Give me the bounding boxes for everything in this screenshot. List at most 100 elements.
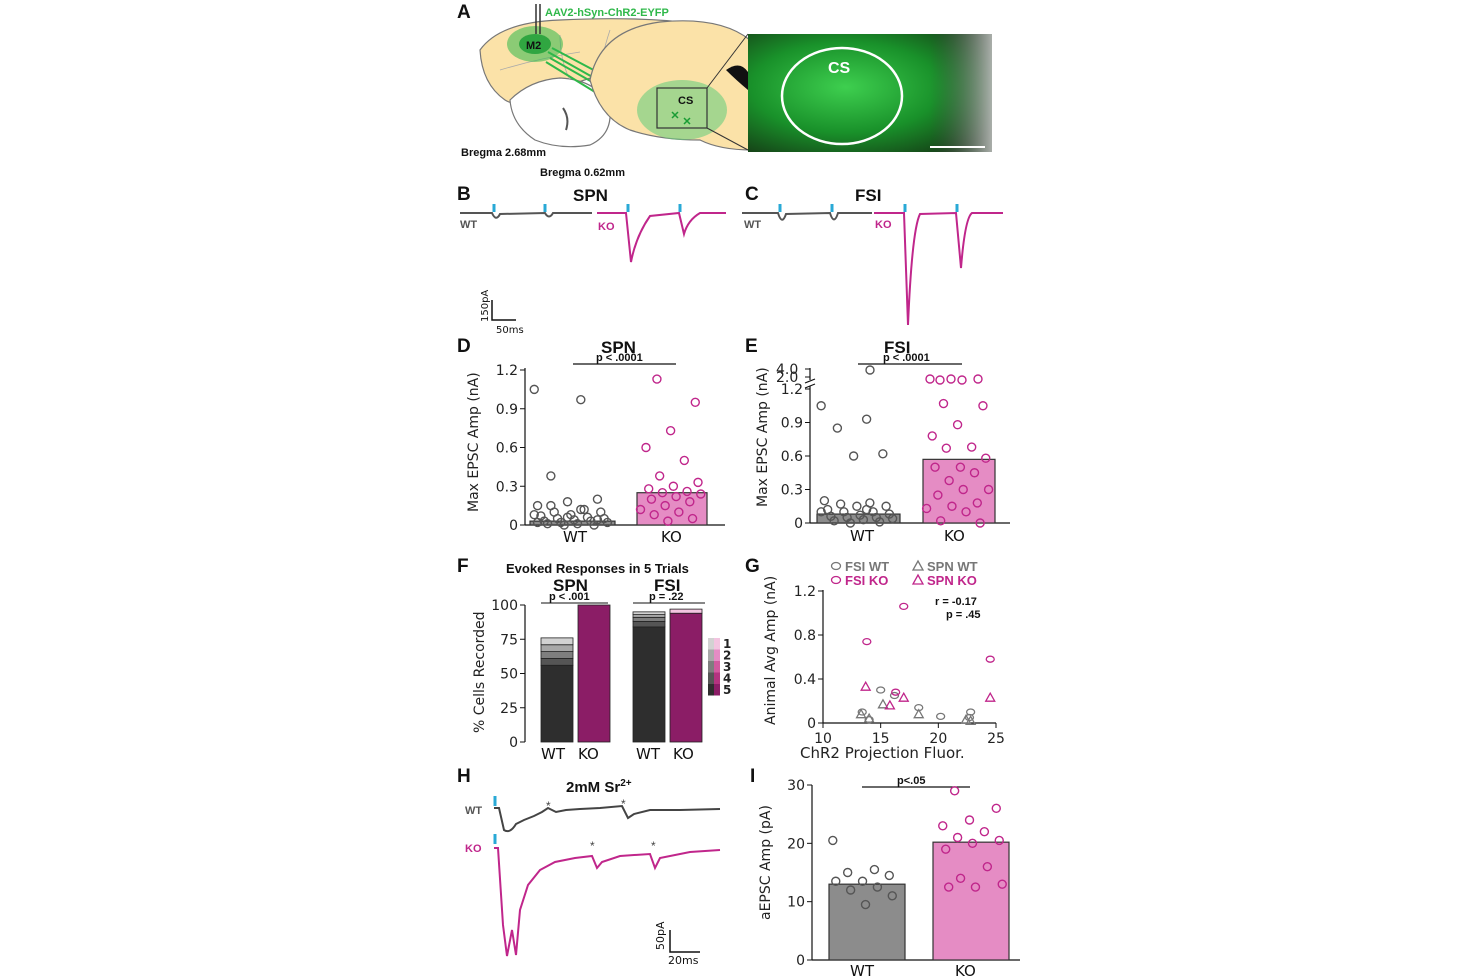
data-point-wt (831, 876, 841, 886)
data-point-ko (943, 882, 954, 892)
data-point-wt (861, 414, 872, 424)
data-point-wt (848, 451, 859, 461)
trace-label-ko-c: KO (875, 219, 892, 231)
data-point-ko (997, 879, 1007, 889)
chart-f-ylabel: % Cells Recorded (472, 611, 488, 733)
cs-neurons (671, 111, 691, 125)
x-tick-label: 25 (987, 731, 1005, 747)
data-point-ko (685, 497, 695, 507)
legend-marker (911, 573, 925, 585)
star-mark: * (621, 797, 626, 811)
data-point-ko (957, 375, 967, 385)
legend-swatch (708, 638, 714, 650)
data-point-wt (602, 517, 613, 528)
bar-segment (540, 637, 574, 646)
data-point-ko (946, 374, 956, 384)
data-point-spn-ko (898, 691, 910, 702)
panel-c-title: FSI (855, 186, 881, 205)
bar-segment (540, 658, 574, 666)
data-point-ko (955, 873, 966, 884)
data-point-ko (682, 486, 692, 497)
panel-label-f: F (457, 556, 469, 577)
panel-b: B SPN WT KO (457, 184, 726, 263)
data-point-wt (529, 509, 539, 520)
data-point-wt (884, 870, 895, 881)
data-point-ko (944, 475, 954, 486)
x-tick-label: KO (661, 528, 682, 546)
chart-f: F Evoked Responses in 5 Trials SPN FSI p… (457, 556, 731, 763)
legend-swatch (708, 684, 714, 696)
data-point-wt (872, 882, 883, 892)
y-tick-label: 0 (509, 518, 518, 534)
chart-f-title: Evoked Responses in 5 Trials (506, 561, 689, 576)
trace-label-ko-h: KO (465, 843, 482, 855)
scale-bar-h (669, 930, 700, 953)
data-point-wt (579, 504, 589, 515)
bregma-1: Bregma 2.68mm (461, 147, 546, 159)
data-point-wt (532, 500, 543, 511)
legend-swatch (708, 661, 714, 673)
legend-label: FSI KO (845, 573, 888, 588)
data-point-wt (816, 507, 826, 517)
chart-d-title: SPN (601, 338, 636, 357)
data-point-wt (874, 517, 885, 527)
chart-d-pvalue: p < .0001 (596, 352, 643, 364)
axis-break (804, 378, 816, 389)
data-point-fsi-ko (891, 688, 901, 696)
data-point-wt (861, 504, 872, 515)
x-tick-label: 20 (929, 731, 947, 747)
panel-label-h: H (457, 766, 471, 787)
data-point-wt (845, 885, 856, 895)
data-point-wt (542, 519, 553, 529)
y-tick-label: 50 (500, 667, 518, 683)
bar-segment (540, 644, 574, 652)
data-point-wt (881, 501, 891, 511)
chart-f-pvalue: p = .22 (649, 591, 684, 603)
y-tick-label: 0.9 (496, 402, 518, 418)
y-tick-label: 0 (796, 953, 805, 969)
data-point-wt (887, 513, 898, 524)
data-point-ko (970, 882, 981, 892)
bar-segment (540, 651, 574, 659)
panel-a: A AAV2-hSyn-ChR2-EYFP M2 CS Bregma 2.68m… (457, 2, 992, 179)
data-point-spn-wt (913, 708, 925, 719)
trace-label-ko-b: KO (598, 221, 615, 233)
data-point-ko (696, 489, 706, 499)
group-label: FSI (654, 576, 680, 595)
ventricle-1 (562, 107, 569, 131)
data-point-fsi-ko (985, 655, 995, 663)
data-point-ko (973, 374, 983, 384)
data-point-wt (562, 512, 573, 522)
data-point-wt (842, 867, 853, 878)
data-point-ko (941, 844, 951, 854)
legend-label: 5 (723, 683, 731, 697)
data-point-wt (546, 471, 556, 481)
data-point-spn-wt (855, 708, 867, 719)
chart-g-xlabel: ChR2 Projection Fluor. (800, 744, 965, 762)
data-point-wt (835, 499, 846, 509)
data-point-fsi-wt (889, 691, 900, 700)
data-point-ko (690, 397, 700, 407)
virus-label: AAV2-hSyn-ChR2-EYFP (545, 7, 669, 19)
trace-label-wt-h: WT (465, 805, 482, 817)
data-point-ko (958, 484, 968, 495)
data-point-ko (981, 453, 991, 463)
data-point-ko (972, 498, 983, 508)
data-point-ko (938, 398, 949, 409)
data-point-ko (964, 815, 975, 825)
x-tick-label: WT (541, 745, 566, 763)
x-tick-label: KO (578, 745, 599, 763)
panel-label-d: D (457, 336, 471, 357)
star-mark: * (590, 839, 595, 853)
data-point-ko (967, 838, 978, 849)
y-tick-label: 10 (787, 895, 805, 911)
chart-e-pvalue: p < .0001 (883, 352, 930, 364)
data-point-wt (852, 501, 862, 511)
cs-image-label: CS (828, 60, 851, 77)
y-tick-label: 0.8 (794, 628, 816, 644)
scale-bar-bc: 150pA 50ms (480, 290, 524, 336)
y-tick-label: 4.0 (776, 362, 798, 378)
chart-d-ylabel: Max EPSC Amp (nA) (466, 372, 482, 512)
bar-segment (632, 616, 666, 622)
scale-bar-y-label: 150pA (480, 290, 491, 322)
